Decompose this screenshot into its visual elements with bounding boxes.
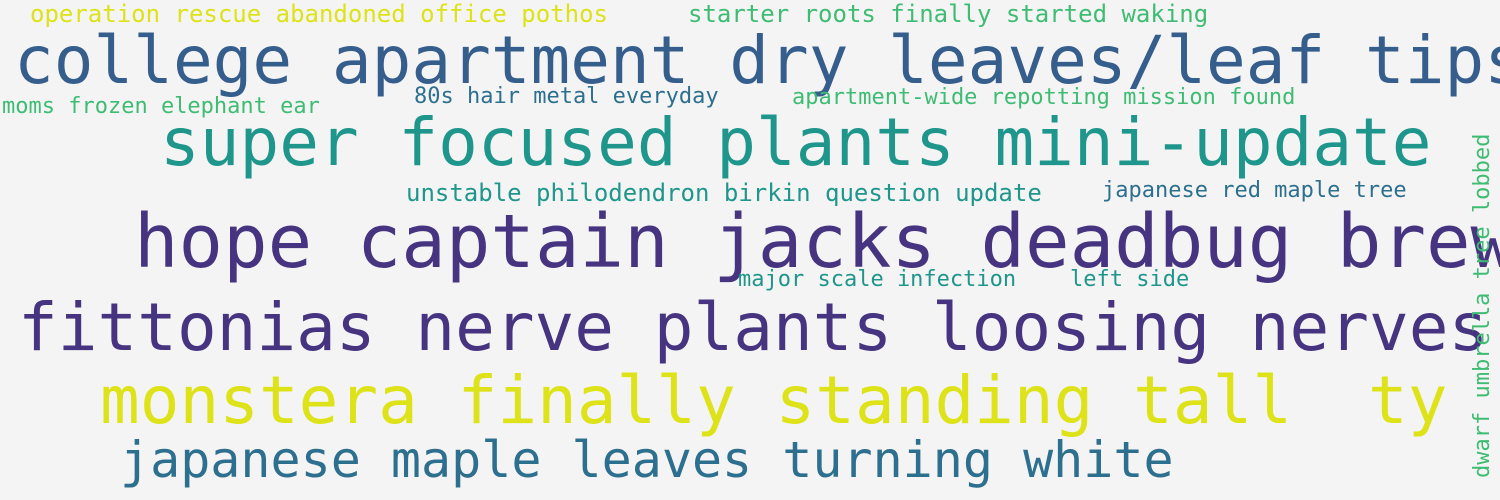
cloud-word: fittonias nerve plants loosing nerves <box>18 289 1489 366</box>
cloud-word: 80s hair metal everyday <box>414 84 719 109</box>
cloud-word: japanese maple leaves turning white <box>120 431 1174 489</box>
cloud-word: unstable philodendron birkin question up… <box>406 179 1042 207</box>
cloud-word: major scale infection <box>738 267 1017 292</box>
cloud-word: operation rescue abandoned office pothos <box>30 0 608 28</box>
cloud-word: ty <box>1368 362 1448 439</box>
cloud-word: monstera finally standing tall <box>100 362 1293 439</box>
cloud-word: moms frozen elephant ear <box>2 94 320 119</box>
cloud-word: japanese red maple tree <box>1102 178 1407 203</box>
cloud-word: college apartment dry leaves/leaf tips <box>14 22 1500 99</box>
cloud-word: starter roots finally started waking <box>688 0 1209 28</box>
cloud-word: apartment-wide repotting mission found <box>792 85 1296 110</box>
cloud-word: hope captain jacks deadbug brew <box>134 199 1500 285</box>
cloud-word: dwarf umbrella tree lobbed <box>1470 133 1495 478</box>
cloud-word: super focused plants mini-update <box>160 104 1432 181</box>
cloud-word: left side <box>1070 267 1190 292</box>
